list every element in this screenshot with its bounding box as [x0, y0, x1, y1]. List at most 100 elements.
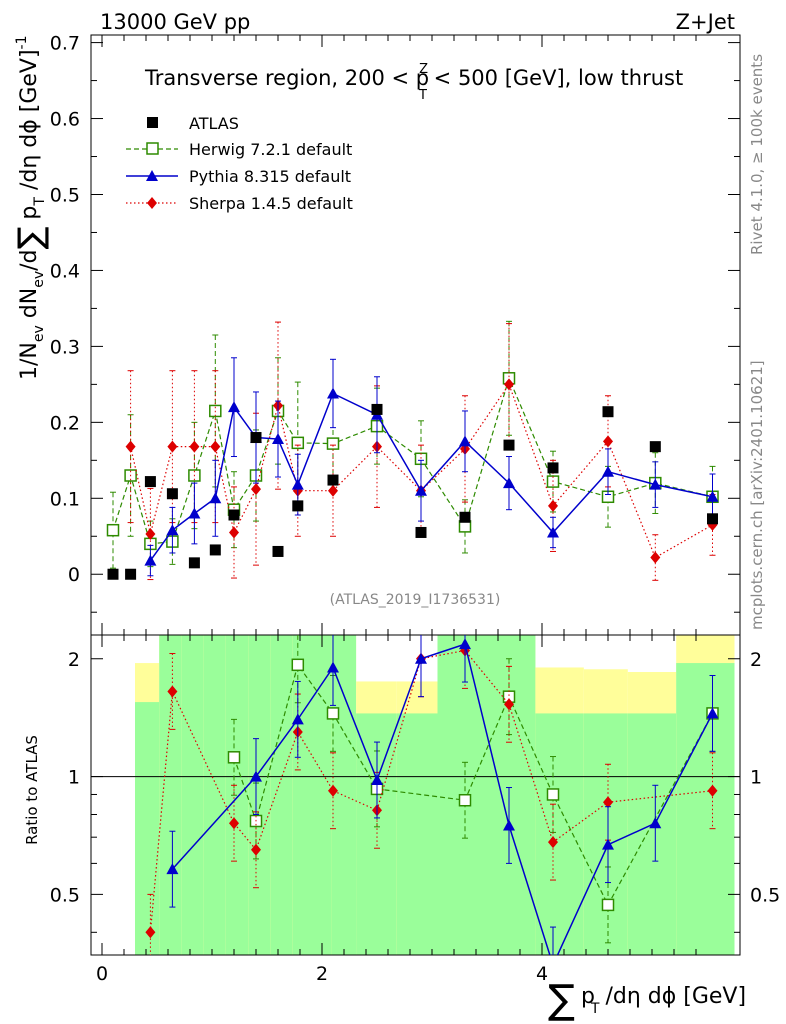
atlas-point — [707, 513, 718, 525]
pythia-ratio-point — [166, 863, 179, 875]
main-series — [106, 320, 719, 581]
herwig-point — [106, 523, 120, 537]
mcplots-label: mcplots.cern.ch [arXiv:2401.10621] — [748, 360, 766, 630]
band-green — [481, 635, 536, 955]
band-green — [331, 635, 357, 955]
sherpa-point — [210, 440, 221, 453]
pythia-point — [209, 492, 222, 504]
pythia-ratio-point — [602, 838, 614, 850]
atlas-point — [188, 557, 200, 569]
sherpa-ratio-point — [548, 836, 558, 849]
pythia-ratio-point — [291, 713, 304, 725]
x-tick-label: 4 — [536, 963, 548, 985]
ratio-y-tick-label-right: 2 — [750, 649, 762, 671]
legend-sherpa-marker — [147, 197, 157, 209]
sherpa-ratio-point — [504, 698, 514, 711]
band-green — [676, 663, 735, 955]
legend: ATLAS Herwig 7.2.1 default Pythia 8.315 … — [126, 114, 353, 213]
ratio-y-tick-label-right: 0.5 — [750, 884, 780, 906]
legend-herwig-label: Herwig 7.2.1 default — [189, 140, 352, 159]
ratio-uncertainty-bands — [91, 635, 740, 955]
atlas-point — [415, 526, 427, 538]
herwig-ratio-point — [227, 751, 241, 764]
y-tick-label: 0.3 — [50, 336, 80, 358]
band-green — [135, 702, 160, 955]
pythia-point — [503, 477, 515, 489]
sherpa-point — [189, 440, 200, 453]
ratio-y-tick-label: 1 — [68, 767, 80, 789]
atlas-point — [166, 488, 178, 500]
band-green — [203, 635, 226, 955]
legend-pythia-marker — [146, 170, 158, 181]
herwig-ratio-point — [601, 898, 615, 912]
pythia-point — [706, 490, 719, 502]
y-axis-label: 1/Nev dNev/d∑ pT /dη dϕ [GeV]-1 — [11, 36, 51, 381]
herwig-ratio-point — [458, 793, 472, 807]
sherpa-ratio-point — [707, 784, 718, 797]
ratio-y-tick-label-right: 1 — [750, 767, 762, 789]
pythia-ratio-line — [171, 643, 714, 955]
pythia-ratio-point — [459, 638, 471, 650]
pythia-ratio-point — [503, 819, 515, 831]
pythia-ratio-point — [327, 661, 339, 673]
legend-herwig-marker — [146, 142, 159, 155]
atlas-point — [503, 439, 515, 451]
pythia-ratio-point — [371, 773, 383, 785]
ratio-series — [145, 635, 719, 955]
pythia-point — [188, 507, 201, 519]
y-tick-label: 0 — [68, 564, 80, 586]
pythia-point — [272, 433, 284, 445]
header-left: 13000 GeV pp — [100, 10, 250, 34]
band-green — [396, 713, 438, 955]
legend-sherpa-label: Sherpa 1.4.5 default — [189, 194, 353, 213]
pythia-point — [166, 524, 179, 536]
herwig-ratio-line — [233, 663, 714, 907]
pythia-ratio-point — [706, 707, 719, 719]
atlas-point — [292, 500, 304, 512]
herwig-ratio-point — [291, 658, 305, 672]
y-tick-label: 0.4 — [50, 260, 80, 282]
legend-pythia-label: Pythia 8.315 default — [189, 167, 351, 186]
chart-title: Transverse region, 200 < pZ T < 500 [GeV]… — [144, 62, 683, 103]
sherpa-point — [125, 440, 136, 453]
pythia-point — [291, 478, 304, 490]
herwig-point — [291, 436, 305, 450]
y-tick-label: 0.7 — [50, 33, 80, 55]
atlas-point — [547, 462, 559, 474]
sherpa-ratio-point — [229, 817, 239, 830]
sherpa-point — [603, 435, 613, 448]
atlas-point — [107, 568, 119, 580]
atlas-point — [228, 509, 240, 521]
sherpa-ratio-point — [328, 784, 338, 797]
sherpa-ratio-point — [167, 685, 178, 698]
pythia-point — [602, 465, 614, 477]
ratio-y-axis-label: Ratio to ATLAS — [23, 735, 41, 845]
legend-atlas-marker — [147, 117, 158, 128]
y-tick-label: 0.6 — [50, 109, 80, 131]
atlas-point — [250, 432, 262, 444]
sherpa-ratio-point — [603, 796, 613, 809]
atlas-point — [327, 474, 339, 486]
herwig-ratio-point — [326, 707, 340, 720]
sherpa-point — [229, 526, 239, 539]
atlas-point — [649, 441, 661, 453]
atlas-point — [371, 403, 383, 415]
atlas-point — [459, 511, 471, 523]
band-green — [181, 635, 204, 955]
pythia-ratio-point — [415, 652, 427, 664]
axis-ticks — [91, 35, 740, 955]
x-tick-label: 0 — [96, 963, 108, 985]
sherpa-point — [548, 499, 558, 512]
sherpa-ratio-point — [145, 926, 156, 939]
pythia-point — [415, 484, 427, 496]
pythia-point — [228, 401, 240, 413]
sherpa-point — [251, 483, 261, 496]
ratio-y-tick-label: 2 — [68, 649, 80, 671]
band-green — [583, 713, 628, 955]
atlas-point — [272, 545, 284, 557]
atlas-point — [144, 476, 156, 488]
axis-tick-labels: 0 2 4 0 0.1 0.2 0.3 0.4 0.5 0.6 0.7 0.5 0.5 1 1 2 2 — [50, 33, 780, 985]
band-green — [627, 713, 677, 955]
pythia-point — [459, 435, 471, 447]
